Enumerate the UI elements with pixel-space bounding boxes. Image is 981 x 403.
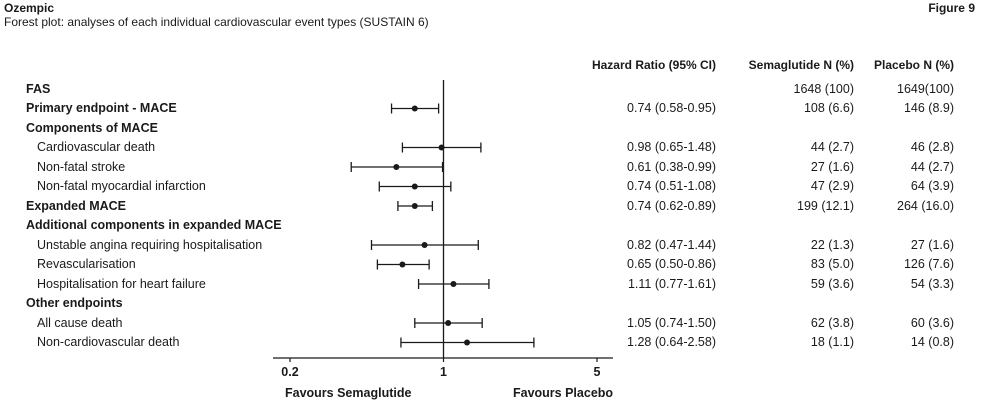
column-header-semaglutide: Semaglutide N (%) (748, 58, 854, 72)
row-label: Expanded MACE (26, 198, 127, 213)
placebo-cell: 64 (3.9) (910, 179, 954, 193)
row-label: Primary endpoint - MACE (26, 101, 177, 115)
semaglutide-cell: 44 (2.7) (810, 140, 854, 154)
placebo-cell: 264 (16.0) (897, 198, 954, 213)
hazard-ratio-cell: 0.74 (0.51-1.08) (627, 179, 716, 193)
semaglutide-cell: 18 (1.1) (810, 335, 854, 349)
placebo-cell: 14 (0.8) (910, 335, 954, 349)
point-estimate (393, 164, 400, 170)
row-label: Unstable angina requiring hospitalisatio… (37, 237, 263, 252)
hazard-ratio-cell: 1.11 (0.77-1.61) (627, 276, 716, 291)
placebo-cell: 126 (7.6) (903, 257, 954, 271)
semaglutide-cell: 62 (3.8) (810, 315, 854, 330)
placebo-cell: 46 (2.8) (910, 140, 954, 154)
row-label: Revascularisation (37, 257, 136, 271)
semaglutide-cell: 27 (1.6) (810, 159, 854, 174)
semaglutide-cell: 199 (12.1) (797, 198, 854, 213)
hazard-ratio-cell: 0.74 (0.58-0.95) (627, 101, 716, 115)
point-estimate (450, 281, 457, 287)
placebo-cell: 146 (8.9) (903, 101, 954, 115)
x-tick-label: 5 (594, 365, 601, 379)
placebo-cell: 1649(100) (897, 81, 954, 96)
semaglutide-cell: 47 (2.9) (810, 179, 854, 193)
hazard-ratio-cell: 0.98 (0.65-1.48) (627, 140, 716, 154)
row-label: Other endpoints (26, 296, 123, 310)
placebo-cell: 60 (3.6) (910, 315, 954, 330)
hazard-ratio-cell: 0.61 (0.38-0.99) (627, 159, 716, 174)
favours-semaglutide-label: Favours Semaglutide (285, 386, 412, 400)
favours-placebo-label: Favours Placebo (513, 386, 614, 400)
hazard-ratio-cell: 0.74 (0.62-0.89) (627, 198, 716, 213)
point-estimate (438, 144, 445, 151)
brand-title: Ozempic (4, 1, 55, 15)
row-label: Non-fatal stroke (37, 159, 126, 174)
point-estimate (411, 105, 418, 112)
row-label: Additional components in expanded MACE (26, 218, 282, 232)
row-label: All cause death (37, 315, 123, 330)
placebo-cell: 44 (2.7) (910, 159, 954, 174)
point-estimate (399, 261, 406, 268)
figure-subtitle: Forest plot: analyses of each individual… (4, 15, 429, 29)
point-estimate (411, 183, 418, 190)
row-label: Hospitalisation for heart failure (37, 276, 206, 291)
hazard-ratio-cell: 0.82 (0.47-1.44) (627, 237, 716, 252)
x-tick-label: 1 (440, 365, 447, 379)
figure-number: Figure 9 (928, 1, 975, 15)
semaglutide-cell: 59 (3.6) (810, 276, 854, 291)
semaglutide-cell: 22 (1.3) (810, 237, 854, 252)
semaglutide-cell: 108 (6.6) (803, 101, 854, 115)
point-estimate (445, 320, 452, 326)
semaglutide-cell: 83 (5.0) (810, 257, 854, 271)
column-header-placebo: Placebo N (%) (873, 58, 954, 72)
row-label: FAS (26, 81, 51, 96)
point-estimate (411, 203, 418, 209)
row-label: Non-fatal myocardial infarction (37, 179, 206, 193)
row-label: Cardiovascular death (37, 140, 156, 154)
point-estimate (464, 339, 471, 346)
point-estimate (421, 242, 428, 248)
placebo-cell: 54 (3.3) (910, 276, 954, 291)
hazard-ratio-cell: 1.05 (0.74-1.50) (627, 315, 716, 330)
row-label: Non-cardiovascular death (37, 335, 180, 349)
x-tick-label: 0.2 (281, 365, 298, 379)
hazard-ratio-cell: 0.65 (0.50-0.86) (627, 257, 716, 271)
column-header-hazard-ratio: Hazard Ratio (95% CI) (591, 58, 716, 72)
semaglutide-cell: 1648 (100) (793, 81, 854, 96)
hazard-ratio-cell: 1.28 (0.64-2.58) (627, 335, 716, 349)
row-label: Components of MACE (26, 120, 158, 135)
placebo-cell: 27 (1.6) (910, 237, 954, 252)
